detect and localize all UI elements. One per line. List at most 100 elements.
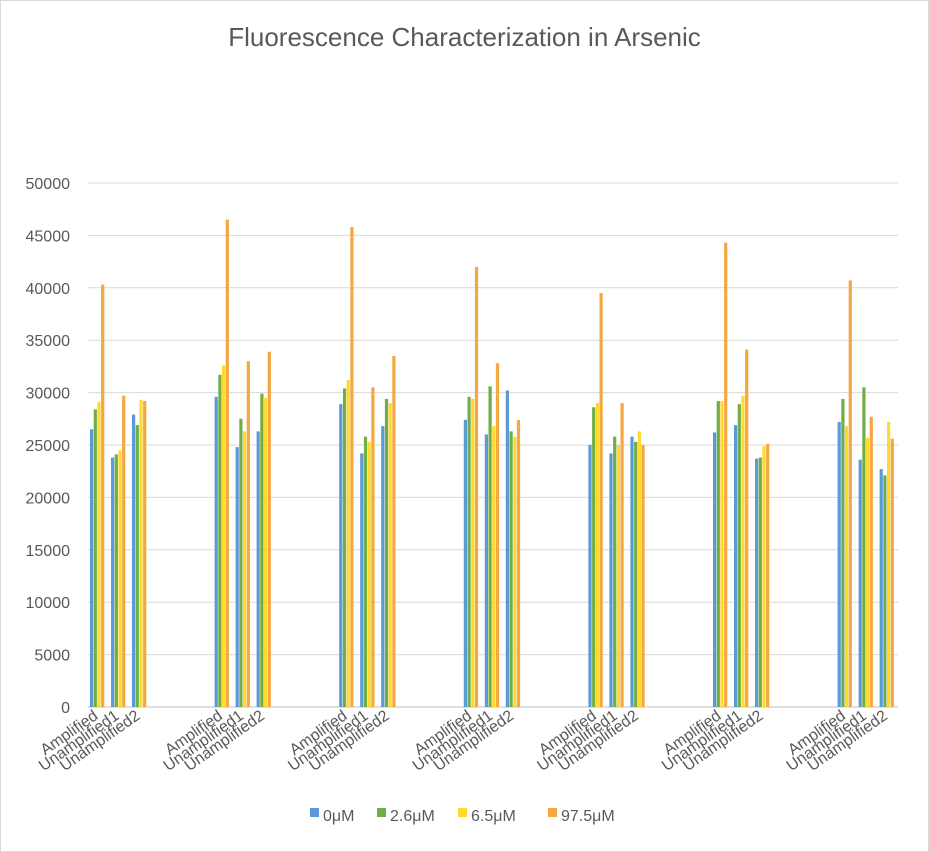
bar-g7-unamplified2-s2 (883, 475, 887, 707)
bar-g1-unamplified1-s4 (122, 395, 126, 707)
y-tick-label: 15000 (26, 543, 71, 560)
y-tick-label: 35000 (26, 333, 71, 350)
bar-g7-unamplified1-s1 (858, 459, 862, 707)
bar-g7-amplified-s2 (841, 398, 845, 707)
y-tick-label: 25000 (26, 438, 71, 455)
bar-g4-amplified-s3 (471, 398, 475, 707)
bar-g7-unamplified1-s2 (862, 387, 866, 707)
bar-g3-unamplified2-s4 (392, 355, 396, 707)
bar-g4-unamplified2-s1 (505, 390, 509, 707)
bar-g3-unamplified2-s2 (384, 398, 389, 707)
bar-g3-amplified-s1 (339, 404, 343, 707)
bar-g7-unamplified2-s3 (887, 421, 891, 707)
bar-g5-unamplified1-s3 (616, 445, 620, 707)
y-tick-label: 0 (61, 700, 70, 717)
bar-g3-unamplified1-s1 (360, 453, 364, 707)
bar-g5-unamplified2-s4 (641, 445, 645, 707)
bar-g7-amplified-s4 (848, 280, 852, 707)
bar-g7-unamplified1-s4 (869, 416, 873, 707)
bar-g2-amplified-s1 (214, 396, 218, 707)
legend-label: 2.6μM (390, 808, 435, 825)
y-tick-label: 5000 (34, 648, 70, 665)
bar-g1-unamplified2-s3 (139, 399, 143, 707)
bar-g7-amplified-s1 (837, 421, 841, 707)
bar-g2-unamplified2-s4 (267, 351, 271, 707)
bar-g5-unamplified1-s2 (613, 436, 617, 707)
bar-g4-unamplified2-s2 (509, 431, 513, 707)
legend: 0μM 2.6μM 6.5μM 97.5μM (310, 808, 615, 825)
bar-g2-unamplified1-s2 (239, 418, 243, 707)
bar-g6-amplified-s1 (713, 432, 717, 707)
bar-g2-unamplified1-s1 (235, 447, 239, 707)
bar-g4-amplified-s2 (467, 396, 471, 707)
bar-g7-unamplified2-s4 (890, 438, 894, 707)
bar-g2-unamplified1-s3 (243, 431, 247, 707)
bar-g7-unamplified2-s1 (879, 469, 883, 707)
bars (90, 219, 894, 708)
bar-g5-unamplified2-s3 (637, 431, 641, 707)
bar-g3-unamplified1-s4 (371, 387, 375, 707)
bar-g1-unamplified1-s2 (114, 454, 118, 707)
bar-g6-unamplified2-s2 (758, 457, 762, 707)
legend-swatch (310, 808, 319, 817)
bar-g2-unamplified1-s4 (246, 361, 250, 707)
bar-g6-amplified-s3 (720, 400, 724, 707)
bar-g5-unamplified1-s1 (609, 453, 613, 707)
bar-g3-unamplified1-s3 (367, 441, 371, 707)
bar-g1-amplified-s3 (97, 402, 101, 707)
bar-g4-amplified-s1 (463, 419, 467, 707)
bar-g5-amplified-s3 (595, 403, 599, 707)
bar-g4-unamplified2-s3 (513, 436, 517, 707)
bar-g1-amplified-s1 (90, 429, 94, 707)
bar-g3-amplified-s2 (342, 388, 347, 707)
y-tick-label: 20000 (26, 490, 71, 507)
bar-g1-unamplified2-s2 (135, 425, 139, 707)
bar-g4-unamplified1-s2 (488, 386, 492, 707)
bar-g5-unamplified2-s1 (630, 436, 634, 707)
bar-g6-unamplified2-s1 (755, 458, 759, 707)
bar-g3-unamplified2-s1 (381, 426, 385, 707)
legend-label: 0μM (323, 808, 354, 825)
bar-g5-amplified-s1 (588, 445, 592, 707)
bar-g7-unamplified1-s3 (866, 437, 870, 707)
y-tick-label: 10000 (26, 595, 71, 612)
bar-g3-amplified-s3 (346, 380, 350, 707)
bar-g6-unamplified1-s2 (737, 404, 741, 707)
bar-g7-amplified-s3 (845, 426, 849, 707)
bar-g4-unamplified1-s3 (492, 426, 496, 707)
legend-swatch (377, 808, 386, 817)
bar-g5-amplified-s2 (592, 407, 596, 707)
bar-g6-unamplified2-s3 (762, 446, 766, 707)
bar-g4-unamplified1-s1 (484, 434, 488, 707)
bar-g6-unamplified2-s4 (766, 443, 770, 707)
bar-g2-amplified-s4 (225, 219, 229, 707)
legend-label: 6.5μM (471, 808, 516, 825)
legend-swatch (458, 808, 467, 817)
bar-g1-amplified-s4 (101, 284, 105, 707)
y-tick-label: 45000 (26, 228, 71, 245)
y-axis-tick-labels: 0 5000 10000 15000 20000 25000 30000 35000 40000… (26, 176, 71, 717)
bar-g6-unamplified1-s3 (741, 395, 745, 707)
bar-g2-unamplified2-s3 (264, 397, 268, 707)
bar-g5-unamplified2-s2 (634, 441, 638, 707)
y-tick-label: 40000 (26, 281, 71, 298)
bar-g2-unamplified2-s1 (256, 431, 260, 707)
bar-g1-amplified-s2 (93, 409, 97, 707)
bar-g6-unamplified1-s4 (745, 349, 749, 707)
bar-g6-unamplified1-s1 (734, 425, 738, 707)
bar-g4-unamplified1-s4 (495, 363, 500, 707)
bar-g1-unamplified1-s3 (118, 450, 122, 707)
bar-g4-unamplified2-s4 (516, 419, 521, 707)
y-tick-label: 30000 (26, 386, 71, 403)
bar-g1-unamplified1-s1 (111, 457, 115, 707)
bar-g1-unamplified2-s1 (132, 414, 136, 707)
bar-g5-amplified-s4 (599, 293, 603, 707)
legend-label: 97.5μM (561, 808, 615, 825)
bar-g2-amplified-s2 (218, 374, 222, 707)
chart-title: Fluorescence Characterization in Arsenic (228, 22, 701, 52)
bar-g2-unamplified2-s2 (260, 393, 264, 707)
bar-g3-unamplified1-s2 (363, 436, 368, 707)
bar-g3-unamplified2-s3 (388, 403, 392, 707)
